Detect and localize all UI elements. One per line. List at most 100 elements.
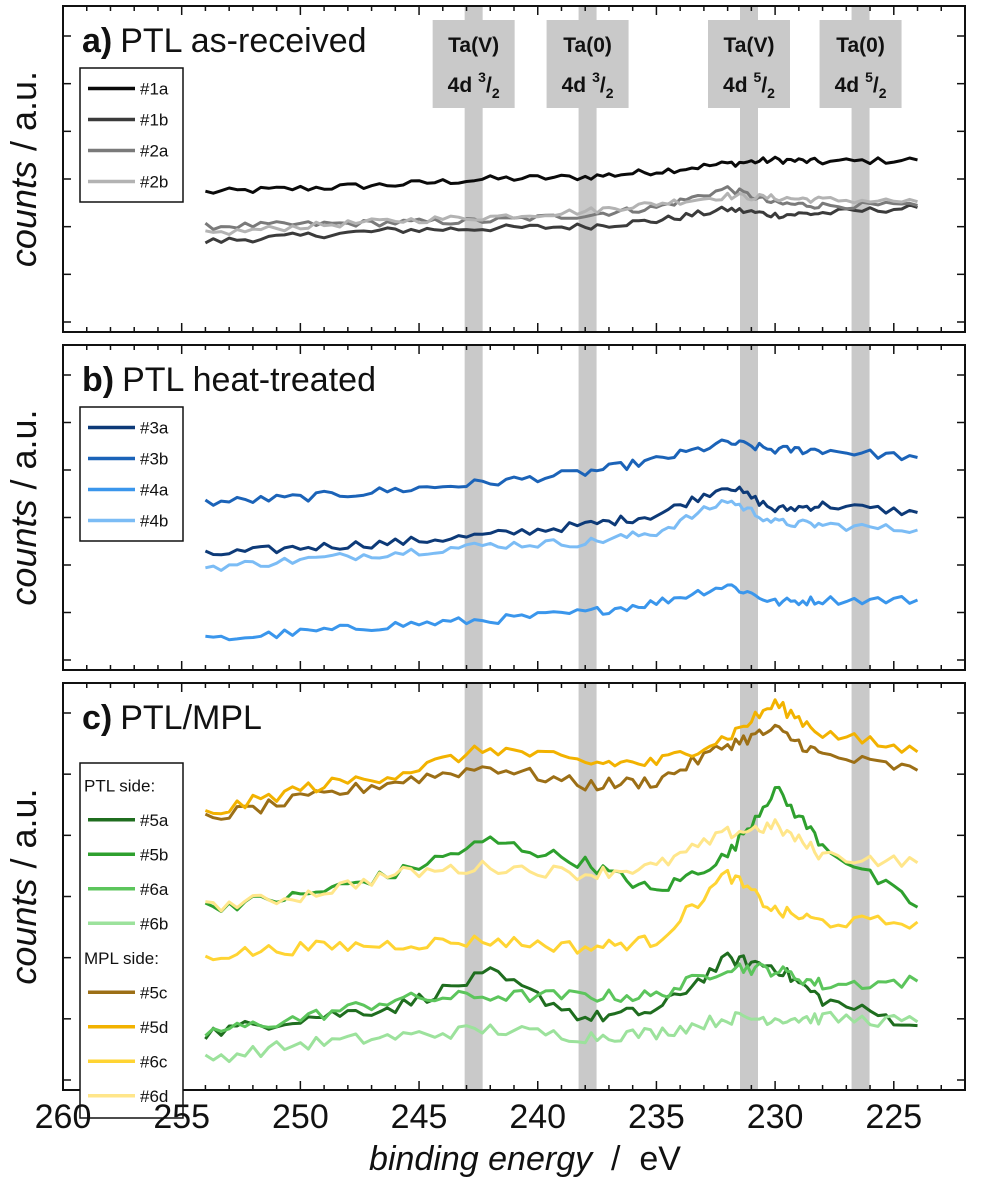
series-line-5a [204, 951, 918, 1040]
panel-letter: a) [82, 22, 112, 60]
x-axis-label-unit: eV [639, 1140, 681, 1178]
series-line-6c [204, 868, 919, 962]
legend-entry: #5a [140, 811, 169, 830]
band-strip-1 [578, 683, 597, 1090]
x-tick-label: 260 [35, 1098, 92, 1136]
x-tick-label: 225 [865, 1098, 922, 1136]
legend-header: PTL side: [84, 776, 155, 795]
band-label-bg [707, 20, 790, 108]
y-axis-label-unit: a.u. [3, 71, 44, 131]
band-label-species: Ta(0) [836, 34, 885, 57]
band-label-bg [546, 20, 629, 108]
legend-entry: #2b [140, 173, 168, 192]
x-axis-label-quantity: binding energy [369, 1140, 594, 1178]
legend-entry: #3b [140, 450, 168, 469]
panel-a-title: a) PTL as-received [82, 22, 367, 60]
legend-entry: #4a [140, 481, 169, 500]
series-line-6d [205, 818, 919, 913]
y-axis-label-quantity: counts [3, 878, 44, 984]
band-label-orbital: 4d 5/2 [835, 69, 887, 101]
series-line-5d [204, 698, 919, 816]
legend-entry: #2a [140, 142, 169, 161]
y-axis-label-separator: / [3, 469, 44, 499]
y-axis-label-separator: / [3, 848, 44, 878]
series-line-3a [204, 485, 918, 557]
legend-header: MPL side: [84, 949, 159, 968]
legend-entry: #5b [140, 845, 168, 864]
legend-entry: #3a [140, 419, 169, 438]
series-line-6a [204, 962, 919, 1037]
x-tick-label: 250 [272, 1098, 329, 1136]
band-label-0: Ta(V) 4d 3/2 [432, 20, 515, 108]
panel-name: PTL/MPL [120, 699, 262, 737]
band-label-2: Ta(V) 4d 5/2 [707, 20, 790, 108]
series-line-4b [205, 499, 918, 572]
panel-letter: b) [82, 361, 114, 399]
legend-entry: #1a [140, 80, 169, 99]
band-label-orbital: 4d 3/2 [562, 69, 614, 101]
panel-c: c) PTL/MPL counts / a.u. PTL side: #5a #5b #6a… [3, 682, 966, 1119]
band-strip-3 [851, 345, 870, 670]
y-axis-label: counts / a.u. [3, 788, 44, 984]
band-label-orbital: 4d 3/2 [448, 69, 500, 101]
legend-entry: #4b [140, 512, 168, 531]
panel-letter: c) [82, 699, 112, 737]
y-axis-label-quantity: counts [3, 499, 44, 605]
y-axis-label: counts / a.u. [3, 409, 44, 605]
legend-entry: #1b [140, 111, 168, 130]
panel-c-title: c) PTL/MPL [82, 699, 262, 737]
series-line-4a [205, 583, 919, 642]
x-axis-label: binding energy / eV [369, 1140, 681, 1178]
series-line-3b [204, 438, 918, 507]
y-axis-label-separator: / [3, 131, 44, 161]
legend: PTL side: #5a #5b #6a #6b MPL side: #5c #5d #6c #… [79, 762, 184, 1119]
legend-entry: #5d [140, 1018, 168, 1037]
x-tick-label: 240 [509, 1098, 566, 1136]
band-label-orbital: 4d 5/2 [723, 69, 775, 101]
legend-entry: #6c [140, 1052, 168, 1071]
legend-entry: #6d [140, 1087, 168, 1106]
legend-entry: #6b [140, 914, 168, 933]
x-tick-labels: 260 255 250 245 240 235 230 225 [35, 1098, 923, 1136]
band-label-bg [819, 20, 902, 108]
series-line-1a [205, 155, 918, 195]
legend-box [79, 406, 184, 542]
y-axis-label-unit: a.u. [3, 409, 44, 469]
band-strip-0 [464, 345, 483, 670]
x-tick-label: 230 [747, 1098, 804, 1136]
band-label-species: Ta(0) [563, 34, 612, 57]
legend-box [79, 67, 184, 203]
y-axis-label-quantity: counts [3, 161, 44, 267]
band-label-species: Ta(V) [724, 34, 775, 57]
series-line-1b [204, 203, 918, 245]
x-tick-label: 255 [153, 1098, 210, 1136]
band-label-species: Ta(V) [448, 34, 499, 57]
band-strip-0 [464, 683, 483, 1090]
legend: #3a #3b #4a #4b [79, 406, 184, 542]
legend-entry: #5c [140, 983, 168, 1002]
panel-b-title: b) PTL heat-treated [82, 361, 376, 399]
x-axis-label-separator: / [592, 1140, 639, 1178]
band-strip-3 [851, 683, 870, 1090]
x-tick-label: 245 [391, 1098, 448, 1136]
band-strip-1 [578, 345, 597, 670]
legend-entry: #6a [140, 880, 169, 899]
panel-name: PTL heat-treated [122, 361, 376, 399]
series-line-5c [204, 723, 919, 821]
band-label-bg [432, 20, 515, 108]
legend-box [79, 762, 184, 1119]
y-axis-label-unit: a.u. [3, 788, 44, 848]
series-line-6b [204, 1010, 919, 1064]
legend: #1a #1b #2a #2b [79, 67, 184, 203]
band-label-3: Ta(0) 4d 5/2 [819, 20, 902, 108]
series-line-2b [205, 191, 918, 236]
y-axis-label: counts / a.u. [3, 71, 44, 267]
panel-name: PTL as-received [120, 22, 366, 60]
panel-b: b) PTL heat-treated counts / a.u. #3a #3b #4a… [3, 344, 966, 671]
x-tick-label: 235 [628, 1098, 685, 1136]
series-line-2a [204, 185, 918, 231]
band-label-1: Ta(0) 4d 3/2 [546, 20, 629, 108]
